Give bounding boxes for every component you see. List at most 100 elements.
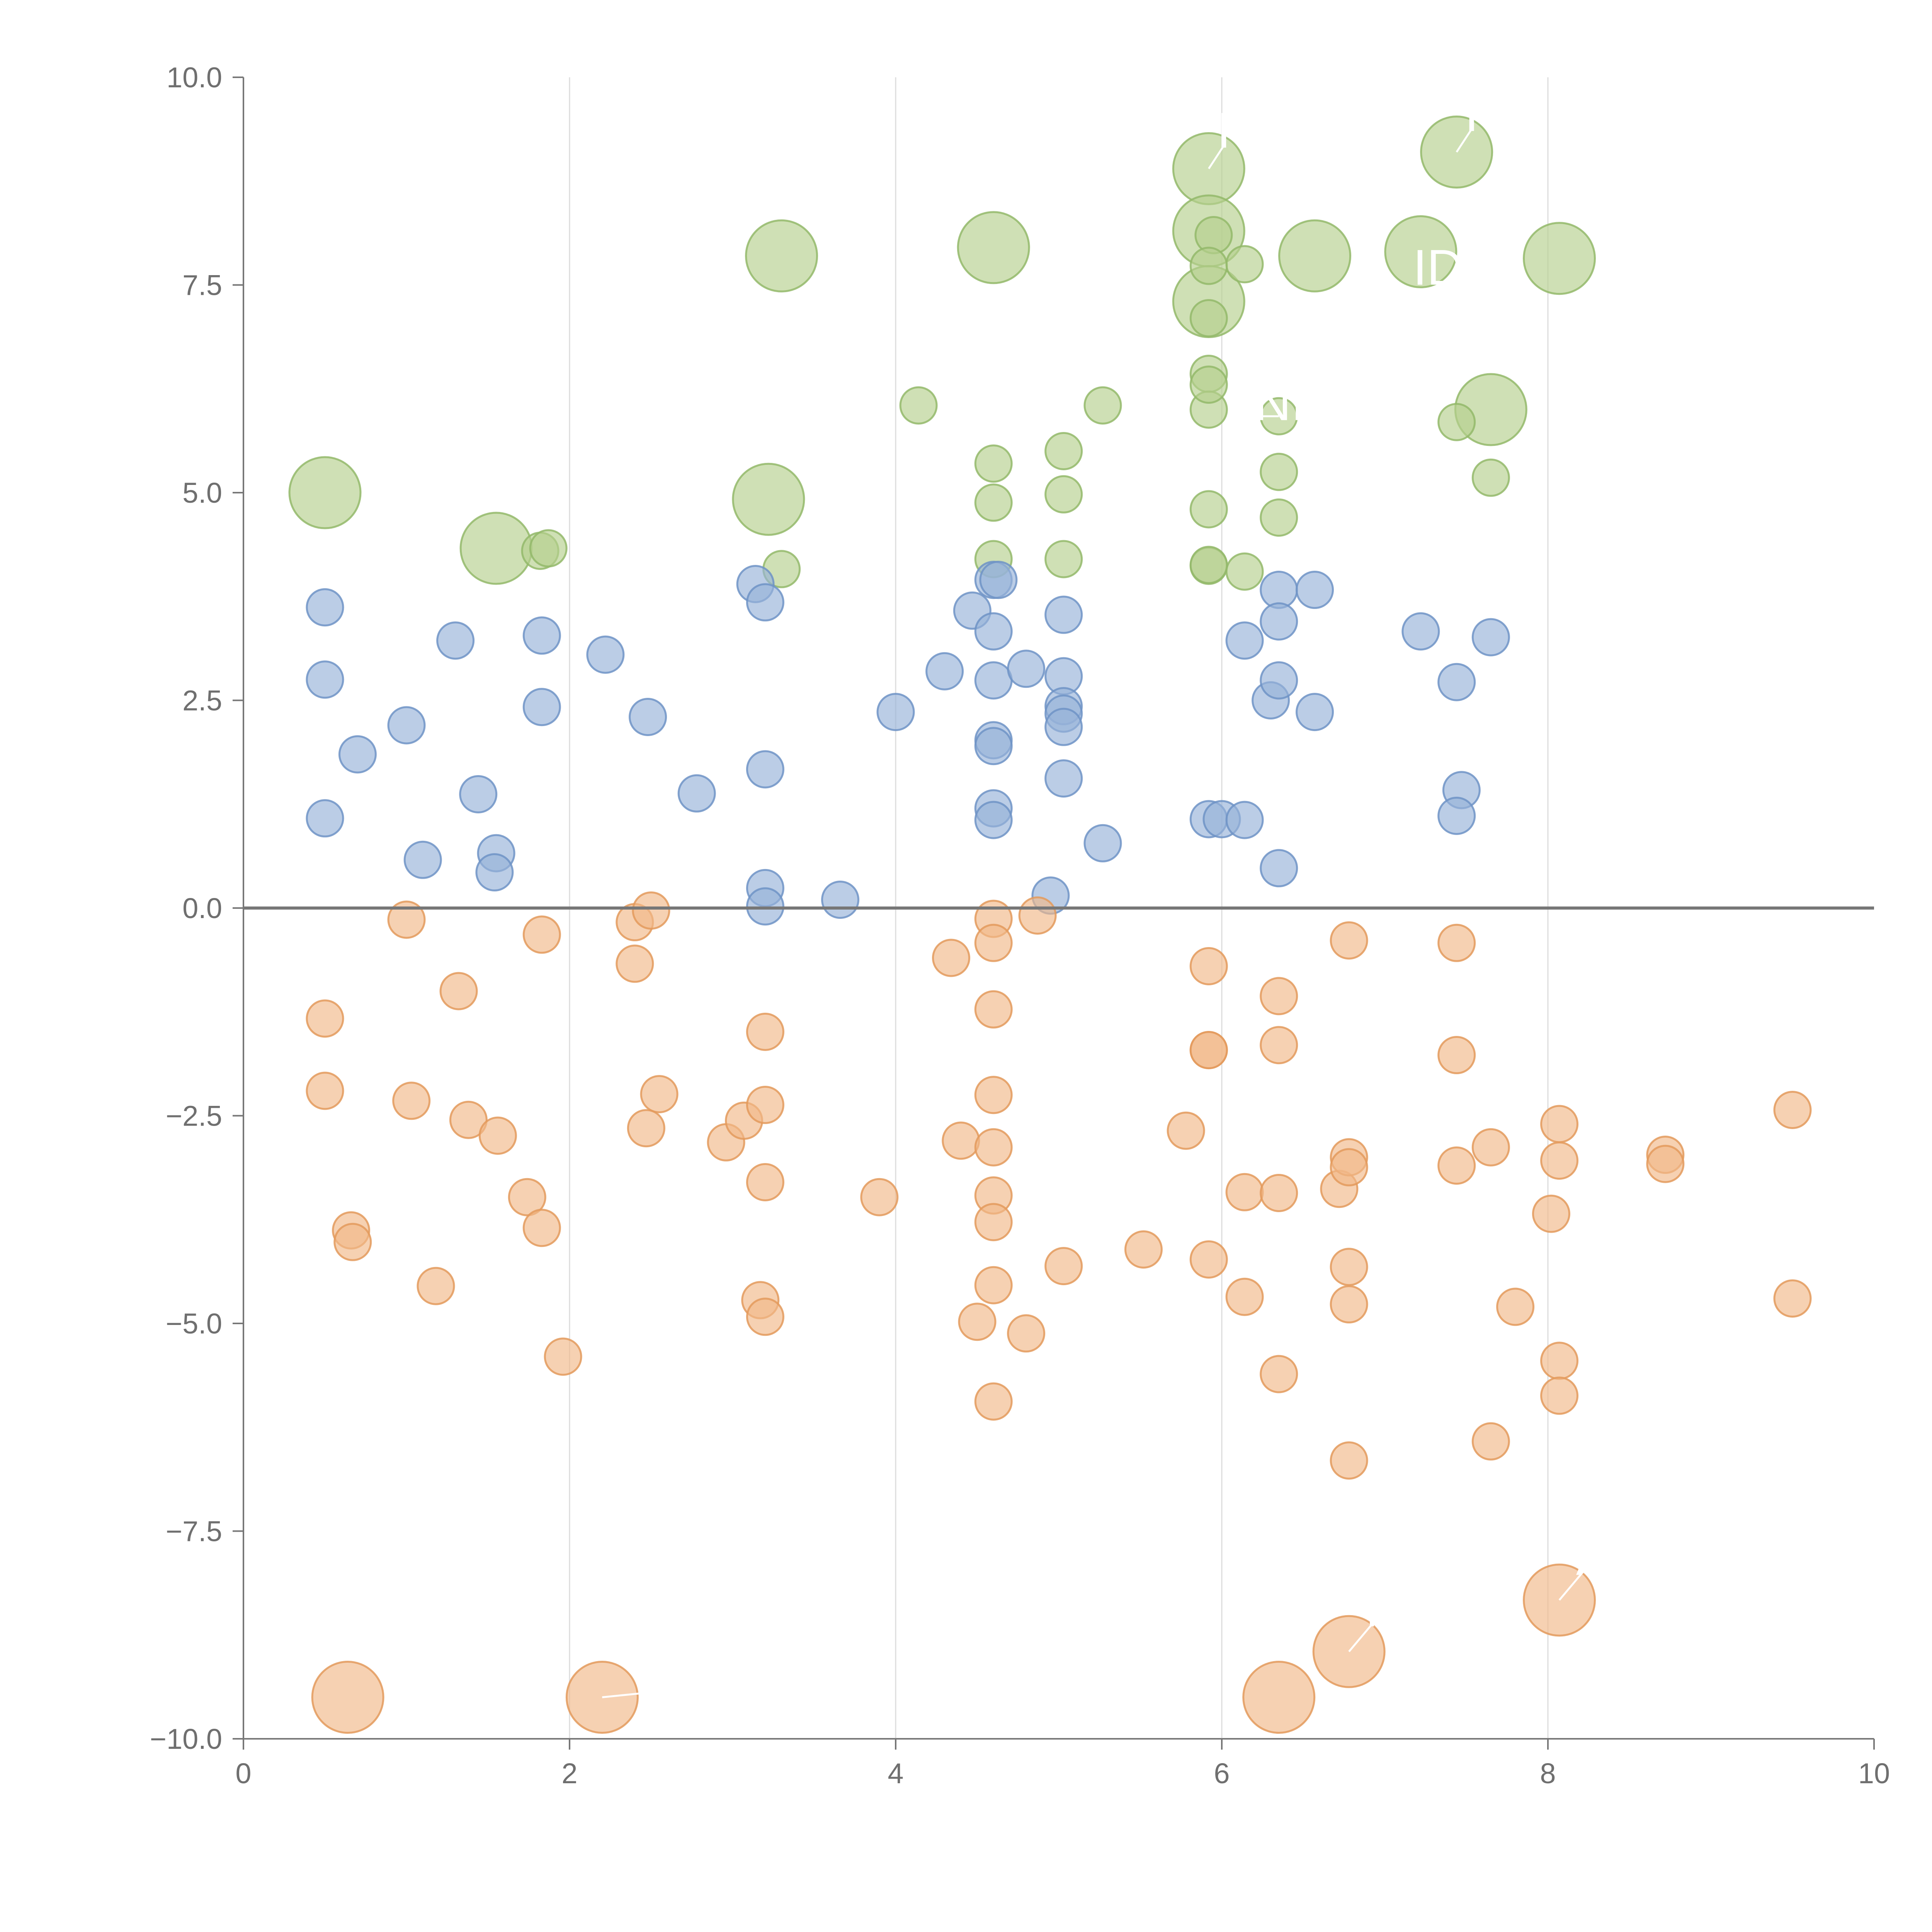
green-bubble	[1189, 546, 1228, 584]
orange-bubble	[1260, 1026, 1298, 1065]
blue-bubble	[1437, 796, 1476, 835]
blue-bubble	[974, 727, 1013, 765]
green-bubble	[529, 529, 568, 568]
blue-bubble	[522, 616, 561, 655]
y-tick-label: −7.5	[166, 1515, 222, 1548]
orange-bubble	[632, 891, 670, 930]
blue-bubble	[821, 881, 860, 919]
orange-bubble	[449, 1100, 488, 1139]
green-bubble	[1278, 219, 1352, 293]
orange-bubble	[942, 1121, 980, 1160]
green-bubble	[974, 444, 1013, 483]
blue-bubble	[1225, 621, 1264, 660]
blue-bubble	[974, 612, 1013, 651]
orange-bubble	[1260, 1355, 1298, 1393]
annotation-leader-line	[1208, 143, 1226, 169]
blue-bubble	[1044, 707, 1083, 746]
orange-bubble	[387, 900, 426, 939]
orange-bubble	[1773, 1279, 1812, 1318]
orange-bubble	[974, 1076, 1013, 1114]
orange-bubble	[311, 1661, 384, 1734]
blue-bubble	[1083, 824, 1122, 862]
y-tick-label: 10.0	[167, 61, 222, 94]
green-bubble	[957, 211, 1030, 284]
orange-bubble	[746, 1086, 784, 1124]
orange-bubble	[1007, 1314, 1046, 1353]
orange-bubble	[1330, 1441, 1368, 1480]
green-bubble	[1437, 403, 1476, 441]
blue-bubble	[459, 775, 498, 813]
blue-bubble	[746, 887, 784, 926]
annotation-label: RI	[1465, 85, 1515, 142]
blue-bubble	[1401, 612, 1440, 651]
blue-bubble	[1044, 759, 1083, 798]
blue-bubble	[1471, 618, 1510, 656]
annotation-leader-line	[1348, 1622, 1374, 1652]
orange-bubble	[974, 1382, 1013, 1421]
x-tick-label: 8	[1540, 1757, 1556, 1789]
orange-bubble	[1437, 1036, 1476, 1075]
orange-bubble	[1496, 1287, 1535, 1326]
blue-bubble	[979, 561, 1018, 599]
orange-bubble	[1773, 1090, 1812, 1129]
orange-bubble	[1018, 896, 1057, 935]
blue-bubble	[387, 706, 426, 745]
orange-bubble	[1330, 1148, 1368, 1187]
green-bubble	[1044, 432, 1083, 470]
orange-bubble	[746, 1163, 784, 1201]
blue-bubble	[1225, 801, 1264, 839]
annotation-label: ID	[1413, 239, 1463, 296]
green-bubble	[1083, 386, 1122, 425]
green-bubble	[1189, 366, 1228, 404]
blue-bubble	[1007, 650, 1046, 688]
green-bubble	[732, 463, 805, 536]
orange-bubble	[1471, 1422, 1510, 1461]
orange-bubble	[417, 1267, 455, 1305]
x-tick-label: 10	[1858, 1757, 1890, 1789]
blue-bubble	[1260, 661, 1298, 700]
orange-bubble	[306, 1071, 344, 1110]
y-tick-label: 7.5	[182, 269, 222, 301]
y-tick-label: 0.0	[182, 892, 222, 924]
orange-bubble	[1330, 921, 1368, 960]
orange-bubble	[1225, 1173, 1264, 1211]
orange-bubble	[478, 1116, 517, 1155]
blue-bubble	[306, 588, 344, 627]
orange-bubble	[1540, 1141, 1579, 1180]
orange-bubble	[1646, 1145, 1685, 1183]
orange-bubble	[544, 1337, 582, 1376]
blue-bubble	[1044, 595, 1083, 634]
orange-bubble	[746, 1298, 784, 1336]
blue-bubble	[1260, 849, 1298, 888]
orange-bubble	[616, 944, 654, 983]
green-bubble	[1523, 222, 1596, 295]
orange-bubble	[974, 1128, 1013, 1167]
annotation-label: P	[635, 1651, 669, 1708]
blue-bubble	[629, 698, 667, 736]
blue-bubble	[403, 840, 442, 879]
orange-bubble	[1189, 1240, 1228, 1279]
blue-bubble	[746, 750, 784, 789]
y-tick-label: 2.5	[182, 685, 222, 717]
orange-bubble	[627, 1109, 665, 1148]
blue-bubble	[974, 801, 1013, 839]
blue-bubble	[1260, 602, 1298, 641]
annotation-label: NI	[1255, 374, 1305, 431]
blue-bubble	[475, 853, 514, 892]
orange-bubble	[932, 939, 970, 977]
orange-bubble	[333, 1223, 372, 1261]
blue-bubble	[306, 660, 344, 699]
green-bubble	[1044, 540, 1083, 578]
orange-bubble	[640, 1075, 679, 1114]
orange-bubble	[958, 1303, 997, 1341]
orange-bubble	[746, 1012, 784, 1051]
orange-bubble	[974, 923, 1013, 962]
orange-bubble	[1189, 947, 1228, 985]
x-tick-label: 6	[1214, 1757, 1230, 1789]
orange-bubble	[439, 972, 478, 1010]
green-bubble	[459, 512, 533, 585]
blue-bubble	[522, 688, 561, 726]
orange-bubble	[1540, 1342, 1579, 1380]
green-bubble	[1189, 247, 1228, 285]
